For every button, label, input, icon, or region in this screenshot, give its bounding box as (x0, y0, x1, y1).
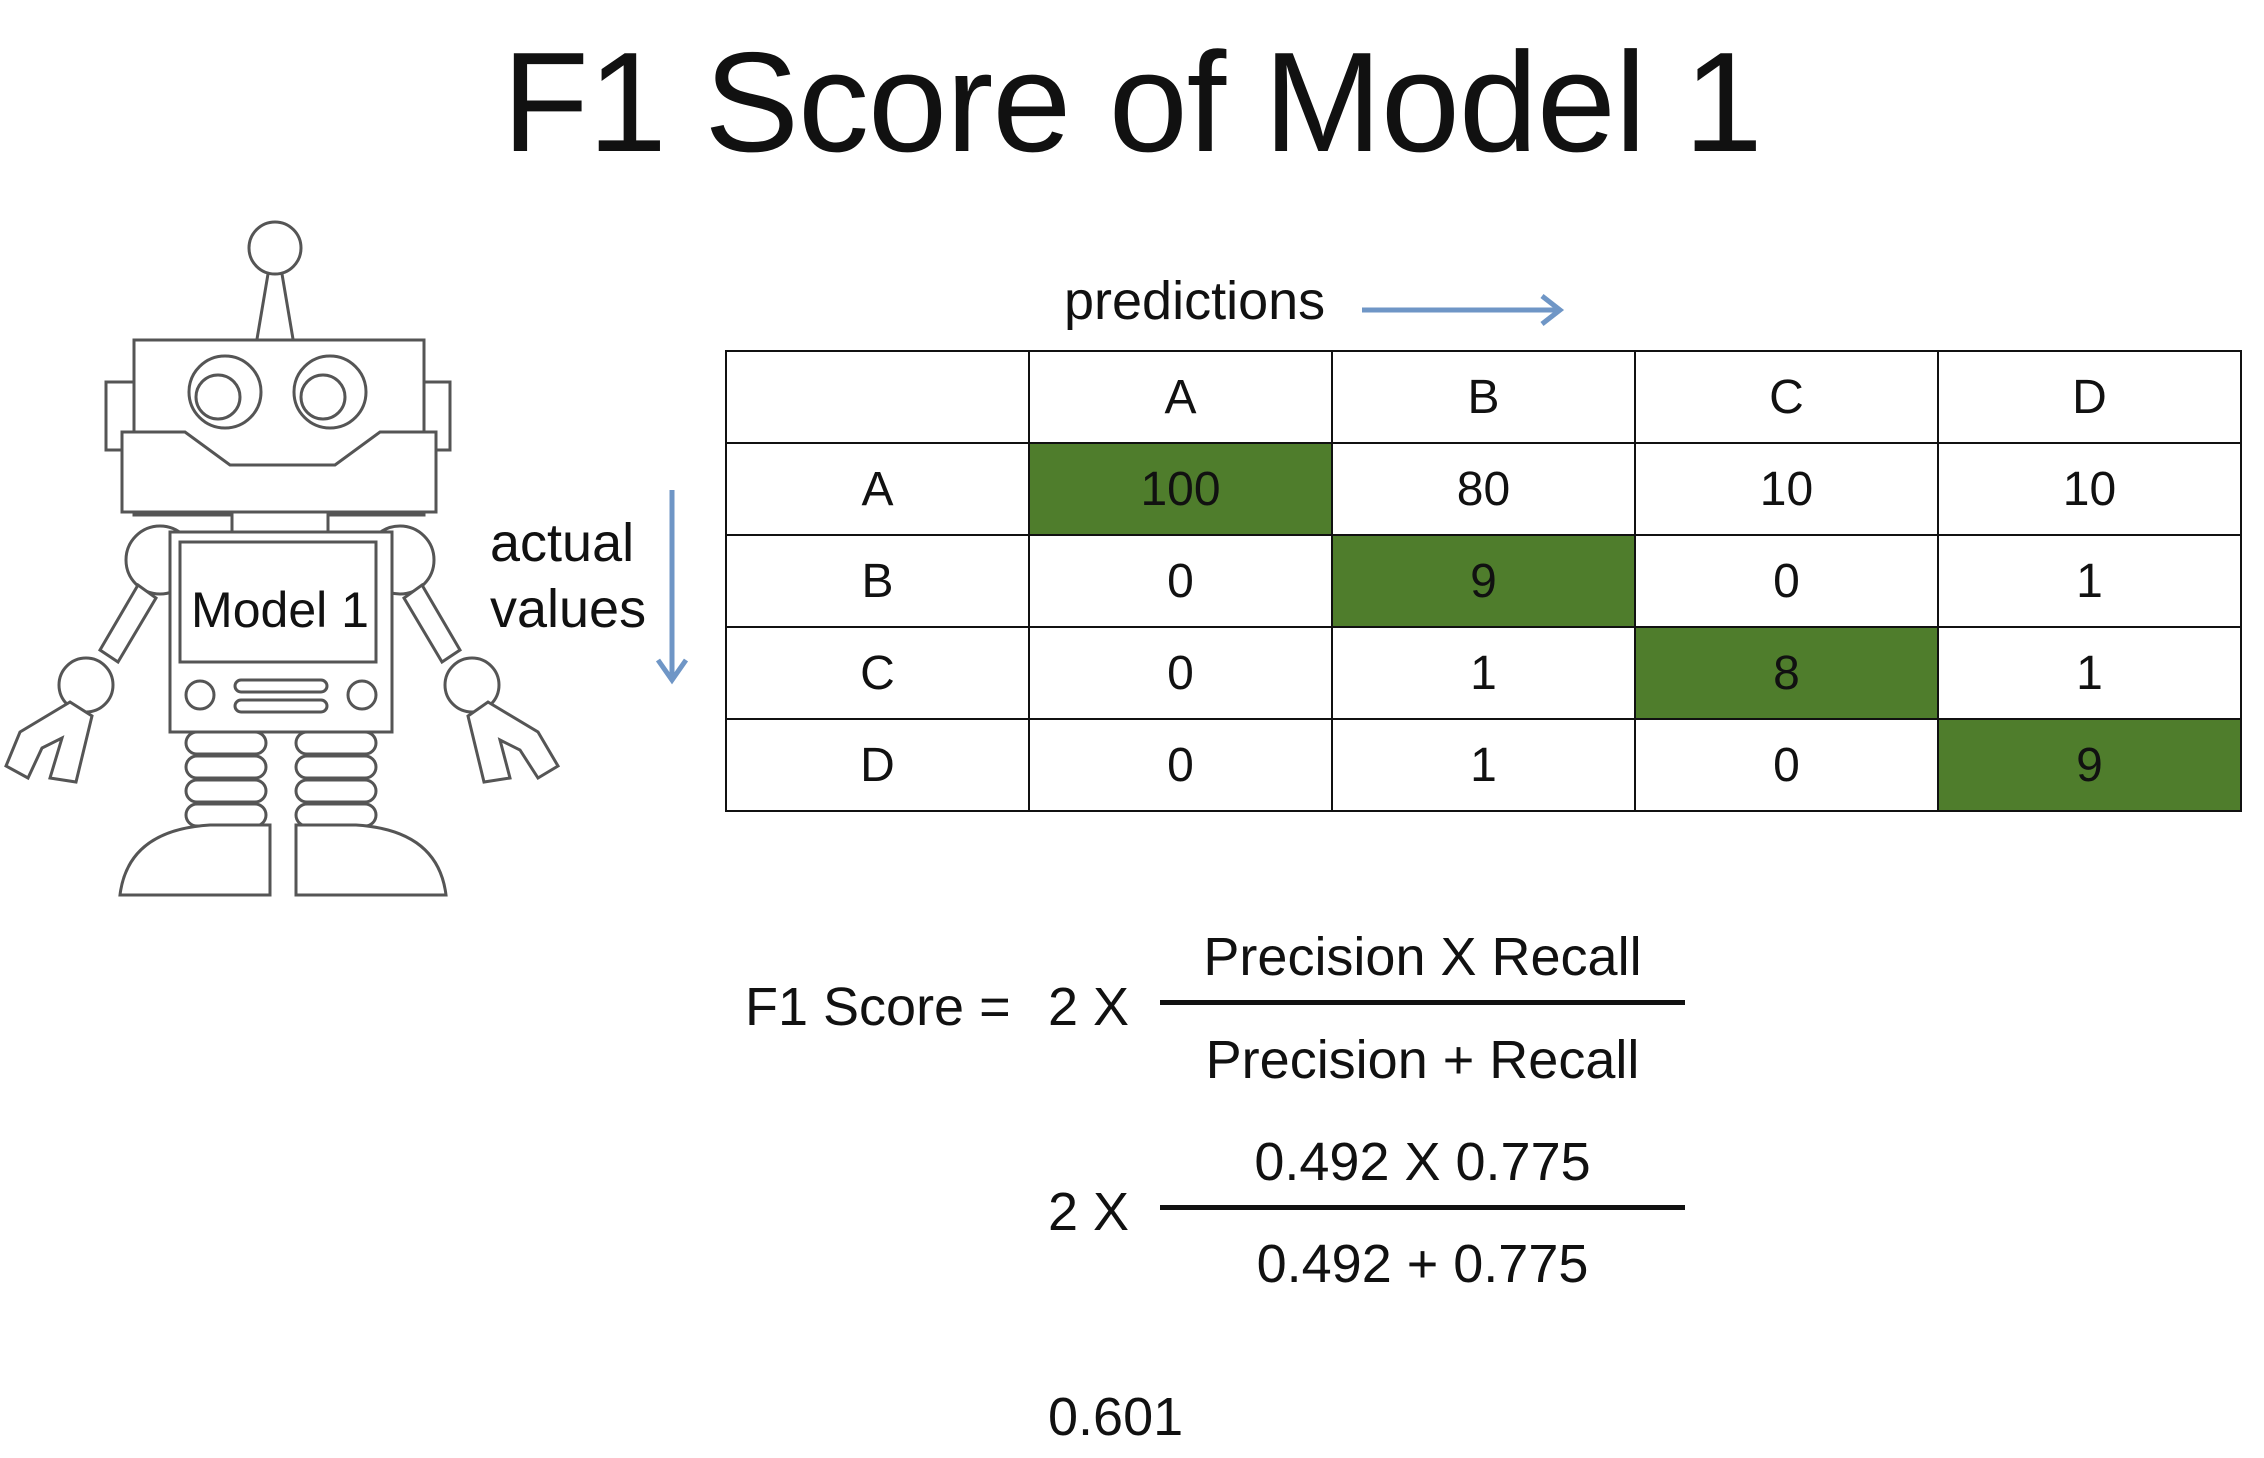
table-cell: 0 (1028, 534, 1333, 628)
column-header: A (1028, 350, 1333, 444)
column-header: B (1331, 350, 1636, 444)
robot-icon (4, 220, 561, 897)
formula-sub-denominator: 0.492 + 0.775 (1256, 1234, 1589, 1294)
formula-multiplier: 2 X (1048, 977, 1130, 1037)
table-cell: 1 (1937, 626, 2242, 720)
table-cell-highlighted: 9 (1331, 534, 1636, 628)
row-header: A (725, 442, 1030, 536)
column-header: C (1634, 350, 1939, 444)
row-header: D (725, 718, 1030, 812)
table-cell: 1 (1331, 718, 1636, 812)
fraction-line (1160, 1000, 1685, 1005)
formula-sub-numerator: 0.492 X 0.775 (1254, 1132, 1591, 1192)
table-cell: 10 (1937, 442, 2242, 536)
table-row: B 0 9 0 1 (725, 534, 2242, 628)
robot-label: Model 1 (191, 582, 369, 638)
table-cell: 1 (1331, 626, 1636, 720)
arrow-right-icon (1362, 294, 1565, 326)
actual-label-line2: values (490, 579, 647, 639)
formula-sub-multiplier: 2 X (1048, 1182, 1130, 1242)
table-row: A 100 80 10 10 (725, 442, 2242, 536)
table-cell: 0 (1634, 534, 1939, 628)
formula-numerator: Precision X Recall (1203, 927, 1642, 987)
predictions-label: predictions (1064, 271, 1326, 331)
arrow-down-icon (655, 490, 689, 685)
column-header: D (1937, 350, 2242, 444)
table-cell-highlighted: 8 (1634, 626, 1939, 720)
table-header-row: A B C D (725, 350, 2242, 444)
row-header: B (725, 534, 1030, 628)
f1-result: 0.601 (1048, 1387, 1184, 1447)
page-title: F1 Score of Model 1 (502, 23, 1763, 182)
table-cell-highlighted: 100 (1028, 442, 1333, 536)
actual-values-label: actual values (490, 510, 646, 642)
confusion-matrix: A B C D A 100 80 10 10 B 0 9 0 1 C 0 1 8… (725, 350, 2242, 812)
table-corner-cell (725, 350, 1030, 444)
formula-denominator: Precision + Recall (1205, 1030, 1640, 1090)
table-cell: 10 (1634, 442, 1939, 536)
fraction-line (1160, 1205, 1685, 1210)
table-cell: 0 (1028, 718, 1333, 812)
table-cell: 80 (1331, 442, 1636, 536)
formula-lhs: F1 Score = (745, 977, 1011, 1037)
table-cell: 1 (1937, 534, 2242, 628)
table-row: D 0 1 0 9 (725, 718, 2242, 812)
actual-label-line1: actual (490, 513, 635, 573)
table-row: C 0 1 8 1 (725, 626, 2242, 720)
table-cell-highlighted: 9 (1937, 718, 2242, 812)
table-cell: 0 (1028, 626, 1333, 720)
table-cell: 0 (1634, 718, 1939, 812)
row-header: C (725, 626, 1030, 720)
